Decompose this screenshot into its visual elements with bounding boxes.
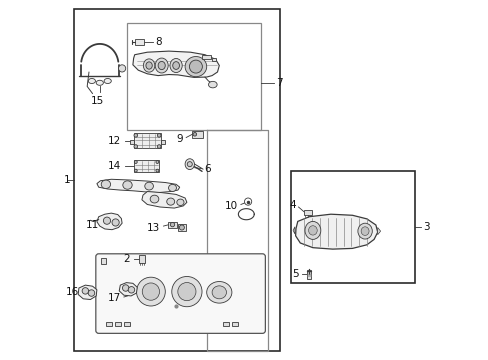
Text: 16: 16 — [65, 287, 79, 297]
Text: 8: 8 — [155, 37, 162, 47]
Ellipse shape — [144, 182, 153, 190]
Polygon shape — [97, 213, 122, 230]
Bar — [291, 171, 415, 283]
Ellipse shape — [134, 169, 137, 172]
Ellipse shape — [357, 223, 371, 239]
Ellipse shape — [134, 145, 137, 148]
Bar — [212, 58, 216, 61]
Ellipse shape — [157, 134, 161, 137]
Ellipse shape — [134, 134, 137, 137]
Ellipse shape — [172, 62, 179, 69]
Ellipse shape — [206, 282, 231, 303]
Ellipse shape — [88, 290, 95, 296]
Ellipse shape — [166, 198, 174, 205]
Text: 1: 1 — [63, 175, 70, 185]
Bar — [306, 270, 311, 279]
Bar — [73, 9, 280, 351]
Ellipse shape — [128, 287, 134, 293]
Ellipse shape — [143, 59, 155, 72]
Ellipse shape — [187, 162, 192, 167]
Polygon shape — [295, 214, 377, 249]
Bar — [115, 322, 121, 326]
Bar — [134, 39, 143, 45]
Polygon shape — [142, 192, 186, 208]
Ellipse shape — [101, 180, 110, 189]
Text: 3: 3 — [422, 222, 429, 232]
Ellipse shape — [150, 195, 159, 203]
Bar — [231, 322, 238, 326]
Bar — [101, 258, 106, 264]
Ellipse shape — [118, 65, 125, 72]
Polygon shape — [97, 179, 179, 193]
Bar — [202, 55, 211, 59]
Ellipse shape — [193, 132, 196, 136]
Bar — [192, 131, 203, 138]
Ellipse shape — [361, 227, 368, 235]
Ellipse shape — [134, 161, 137, 163]
Ellipse shape — [136, 277, 165, 306]
Ellipse shape — [96, 80, 103, 85]
Ellipse shape — [158, 62, 165, 69]
Ellipse shape — [185, 57, 206, 77]
Text: 17: 17 — [107, 293, 121, 303]
Ellipse shape — [305, 221, 320, 239]
Text: 9: 9 — [176, 134, 182, 144]
Text: 14: 14 — [108, 161, 121, 171]
Bar — [130, 140, 134, 144]
Ellipse shape — [179, 225, 184, 230]
Polygon shape — [133, 51, 219, 77]
Ellipse shape — [212, 286, 226, 299]
Ellipse shape — [104, 78, 111, 84]
Bar — [178, 224, 185, 231]
Ellipse shape — [308, 226, 317, 235]
Text: 4: 4 — [289, 200, 295, 210]
Bar — [303, 210, 311, 215]
Polygon shape — [377, 228, 380, 235]
Ellipse shape — [185, 159, 194, 170]
Ellipse shape — [208, 81, 217, 88]
Bar — [161, 140, 164, 144]
Ellipse shape — [157, 145, 161, 148]
Ellipse shape — [168, 184, 176, 192]
Ellipse shape — [177, 199, 183, 206]
Bar — [123, 322, 130, 326]
Ellipse shape — [122, 181, 132, 189]
Bar — [139, 255, 145, 263]
Text: 15: 15 — [91, 96, 104, 107]
Text: 13: 13 — [146, 222, 160, 233]
Text: 6: 6 — [203, 164, 210, 174]
Ellipse shape — [82, 288, 88, 294]
Text: 2: 2 — [123, 254, 130, 264]
Ellipse shape — [156, 169, 159, 172]
Text: 5: 5 — [291, 269, 298, 279]
Ellipse shape — [171, 276, 202, 307]
Bar — [168, 222, 177, 228]
Ellipse shape — [178, 283, 196, 301]
Polygon shape — [119, 283, 137, 296]
Ellipse shape — [103, 217, 110, 224]
Text: 12: 12 — [108, 136, 121, 147]
Bar — [223, 322, 229, 326]
Text: 10: 10 — [225, 201, 238, 211]
Ellipse shape — [145, 62, 152, 69]
Ellipse shape — [156, 161, 159, 163]
Ellipse shape — [170, 222, 174, 227]
Ellipse shape — [112, 219, 119, 226]
Bar — [127, 23, 260, 130]
Polygon shape — [78, 285, 97, 300]
Bar — [134, 160, 159, 172]
Ellipse shape — [88, 78, 95, 84]
FancyBboxPatch shape — [96, 254, 265, 333]
Ellipse shape — [142, 283, 159, 300]
Ellipse shape — [170, 58, 182, 73]
Ellipse shape — [122, 285, 129, 291]
Ellipse shape — [244, 198, 251, 205]
Bar — [134, 133, 161, 148]
Text: 7: 7 — [276, 78, 283, 88]
Bar — [106, 322, 112, 326]
Polygon shape — [292, 227, 294, 234]
Ellipse shape — [189, 60, 202, 73]
Text: 11: 11 — [85, 220, 99, 230]
Ellipse shape — [155, 58, 168, 73]
